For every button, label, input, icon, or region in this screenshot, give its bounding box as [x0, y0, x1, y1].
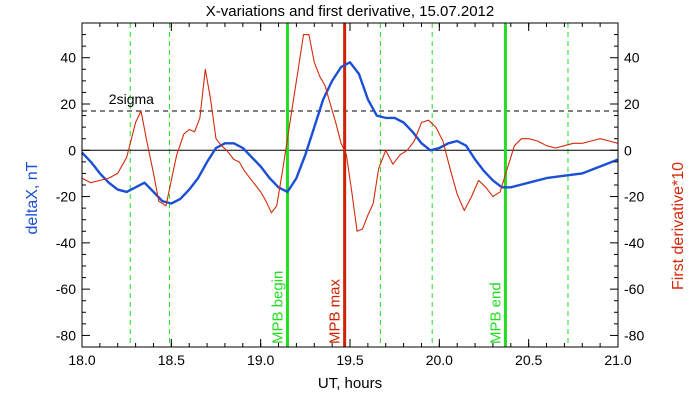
y-left-tick-label: -80: [56, 327, 76, 343]
y-left-tick-label: -40: [56, 235, 76, 251]
x-tick-label: 20.0: [426, 352, 453, 368]
x-tick-label: 19.0: [247, 352, 274, 368]
sigma-label: 2sigma: [109, 91, 154, 107]
y-right-tick-label: -80: [624, 327, 644, 343]
plot-area: 2sigma MPB begin MPB max MPB end 18.0 18.5 19.…: [56, 22, 644, 368]
y-right-tick-label: -20: [624, 189, 644, 205]
x-axis-label: UT, hours: [318, 375, 382, 392]
y-left-tick-label: 20: [60, 96, 76, 112]
event-label: MPB max: [327, 278, 344, 344]
series-line-derivative: [81, 34, 619, 232]
y-axis-left-label: deltaX, nT: [24, 161, 41, 234]
plot-frame: [81, 22, 619, 348]
y-left-tick-label: -20: [56, 189, 76, 205]
x-tick-label: 18.5: [158, 352, 185, 368]
x-tick-label: 21.0: [604, 352, 631, 368]
y-left-tick-label: -60: [56, 281, 76, 297]
y-right-tick-label: -60: [624, 281, 644, 297]
y-left-tick-label: 0: [68, 142, 76, 158]
y-left-tick-label: 40: [60, 50, 76, 66]
y-right-tick-label: 0: [624, 142, 632, 158]
x-tick-label: 19.5: [336, 352, 363, 368]
y-right-tick-label: -40: [624, 235, 644, 251]
x-tick-label: 18.0: [68, 352, 95, 368]
event-label: MPB begin: [269, 271, 286, 344]
y-axis-right-label: First derivative*10: [670, 162, 687, 290]
x-tick-label: 20.5: [515, 352, 542, 368]
y-right-tick-label: 40: [624, 50, 640, 66]
y-right-tick-label: 20: [624, 96, 640, 112]
chart-title: X-variations and first derivative, 15.07…: [206, 3, 495, 20]
event-label: MPB end: [487, 282, 504, 344]
series-line-deltax: [81, 61, 619, 205]
